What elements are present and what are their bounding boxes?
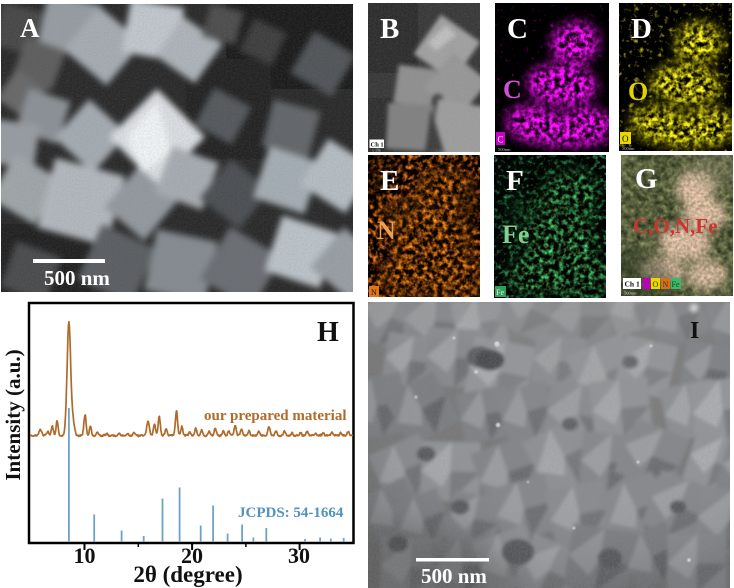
svg-text:Intensity (a.u.): Intensity (a.u.)	[1, 349, 25, 480]
svg-text:20: 20	[181, 543, 203, 568]
svg-text:JCPDS: 54-1664: JCPDS: 54-1664	[238, 505, 344, 521]
svg-text:O: O	[622, 134, 629, 144]
svg-text:Ch 1: Ch 1	[625, 280, 640, 289]
svg-text:30: 30	[288, 543, 310, 568]
svg-text:N: N	[663, 280, 669, 289]
svg-text:I: I	[690, 318, 699, 344]
svg-text:C: C	[507, 13, 528, 45]
svg-text:H: H	[317, 317, 339, 348]
svg-text:O: O	[628, 77, 648, 106]
svg-text:C: C	[498, 135, 504, 145]
svg-text:Fe: Fe	[672, 280, 680, 289]
svg-text:10: 10	[74, 543, 96, 568]
svg-text:500nm: 500nm	[622, 146, 635, 151]
svg-text:N: N	[377, 216, 396, 245]
svg-text:Fe: Fe	[502, 220, 529, 249]
svg-text:our prepared material: our prepared material	[204, 408, 347, 424]
svg-text:500 nm: 500 nm	[44, 266, 110, 290]
svg-text:G: G	[635, 163, 658, 195]
svg-text:C,O,N,Fe: C,O,N,Fe	[633, 214, 718, 238]
svg-text:E: E	[380, 165, 399, 197]
svg-text:C: C	[503, 75, 522, 104]
svg-text:2θ (degree): 2θ (degree)	[133, 562, 242, 587]
svg-text:Fe: Fe	[496, 288, 504, 297]
svg-text:F: F	[506, 165, 524, 197]
svg-text:D: D	[631, 13, 652, 45]
svg-text:x 10k: x 10k	[372, 148, 381, 153]
svg-text:A: A	[20, 13, 40, 43]
svg-text:500nm: 500nm	[498, 147, 511, 152]
svg-text:500 nm: 500 nm	[421, 564, 487, 588]
svg-text:N: N	[371, 288, 377, 297]
svg-text:500nm: 500nm	[624, 291, 637, 296]
svg-text:Ch 1: Ch 1	[371, 142, 384, 149]
svg-text:B: B	[380, 13, 399, 45]
svg-text:O: O	[653, 280, 659, 289]
